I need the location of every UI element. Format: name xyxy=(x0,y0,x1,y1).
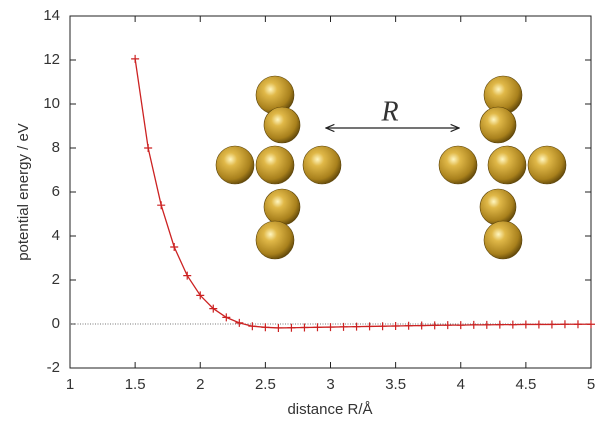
data-marker xyxy=(521,320,530,329)
data-marker xyxy=(560,320,569,329)
y-tick-label: -2 xyxy=(47,359,60,376)
data-marker xyxy=(404,321,413,330)
data-marker xyxy=(222,313,231,322)
data-marker xyxy=(352,322,361,331)
data-marker xyxy=(183,271,192,280)
data-marker xyxy=(547,320,556,329)
y-tick-label: 4 xyxy=(52,227,60,244)
data-marker xyxy=(443,321,452,330)
data-marker xyxy=(587,320,595,329)
data-marker xyxy=(365,322,374,331)
data-marker xyxy=(339,322,348,331)
data-marker xyxy=(391,321,400,330)
x-axis-title: distance R/Å xyxy=(287,401,372,418)
data-marker xyxy=(261,323,270,332)
data-marker xyxy=(157,201,166,210)
x-tick-label: 4 xyxy=(457,376,465,393)
data-marker xyxy=(456,321,465,330)
y-tick-label: 2 xyxy=(52,271,60,288)
annotation: R xyxy=(380,96,398,127)
x-tick-label: 4.5 xyxy=(515,376,536,393)
data-marker xyxy=(469,320,478,329)
data-marker xyxy=(209,304,218,313)
data-marker xyxy=(417,321,426,330)
plot-frame xyxy=(69,15,592,369)
x-tick-label: 1.5 xyxy=(125,376,146,393)
x-tick-label: 1 xyxy=(66,376,74,393)
data-marker xyxy=(274,323,283,332)
y-tick-label: 6 xyxy=(52,183,60,200)
data-marker xyxy=(378,322,387,331)
data-marker xyxy=(144,144,153,152)
y-tick-label: 10 xyxy=(43,95,60,112)
data-marker xyxy=(248,322,257,331)
data-marker xyxy=(534,320,543,329)
data-marker xyxy=(573,320,582,329)
x-tick-label: 5 xyxy=(587,376,595,393)
data-marker xyxy=(235,318,244,327)
x-tick-label: 2.5 xyxy=(255,376,276,393)
data-marker xyxy=(287,323,296,332)
data-marker xyxy=(495,320,504,329)
data-marker xyxy=(430,321,439,330)
data-marker xyxy=(300,323,309,332)
data-marker xyxy=(508,320,517,329)
data-marker xyxy=(196,291,205,300)
y-tick-label: 8 xyxy=(52,139,60,156)
x-tick-label: 3.5 xyxy=(385,376,406,393)
atom-diagram xyxy=(215,75,567,260)
data-marker xyxy=(131,54,140,63)
data-marker xyxy=(482,320,491,329)
data-line xyxy=(134,58,591,329)
data-marker xyxy=(326,323,335,332)
x-tick-label: 2 xyxy=(196,376,204,393)
data-marker xyxy=(170,243,179,251)
y-tick-label: 14 xyxy=(43,7,60,24)
y-tick-label: 12 xyxy=(43,51,60,68)
data-marker xyxy=(313,323,322,332)
y-axis-title: potential energy / eV xyxy=(15,123,32,261)
y-tick-label: 0 xyxy=(52,315,60,332)
x-tick-label: 3 xyxy=(326,376,334,393)
